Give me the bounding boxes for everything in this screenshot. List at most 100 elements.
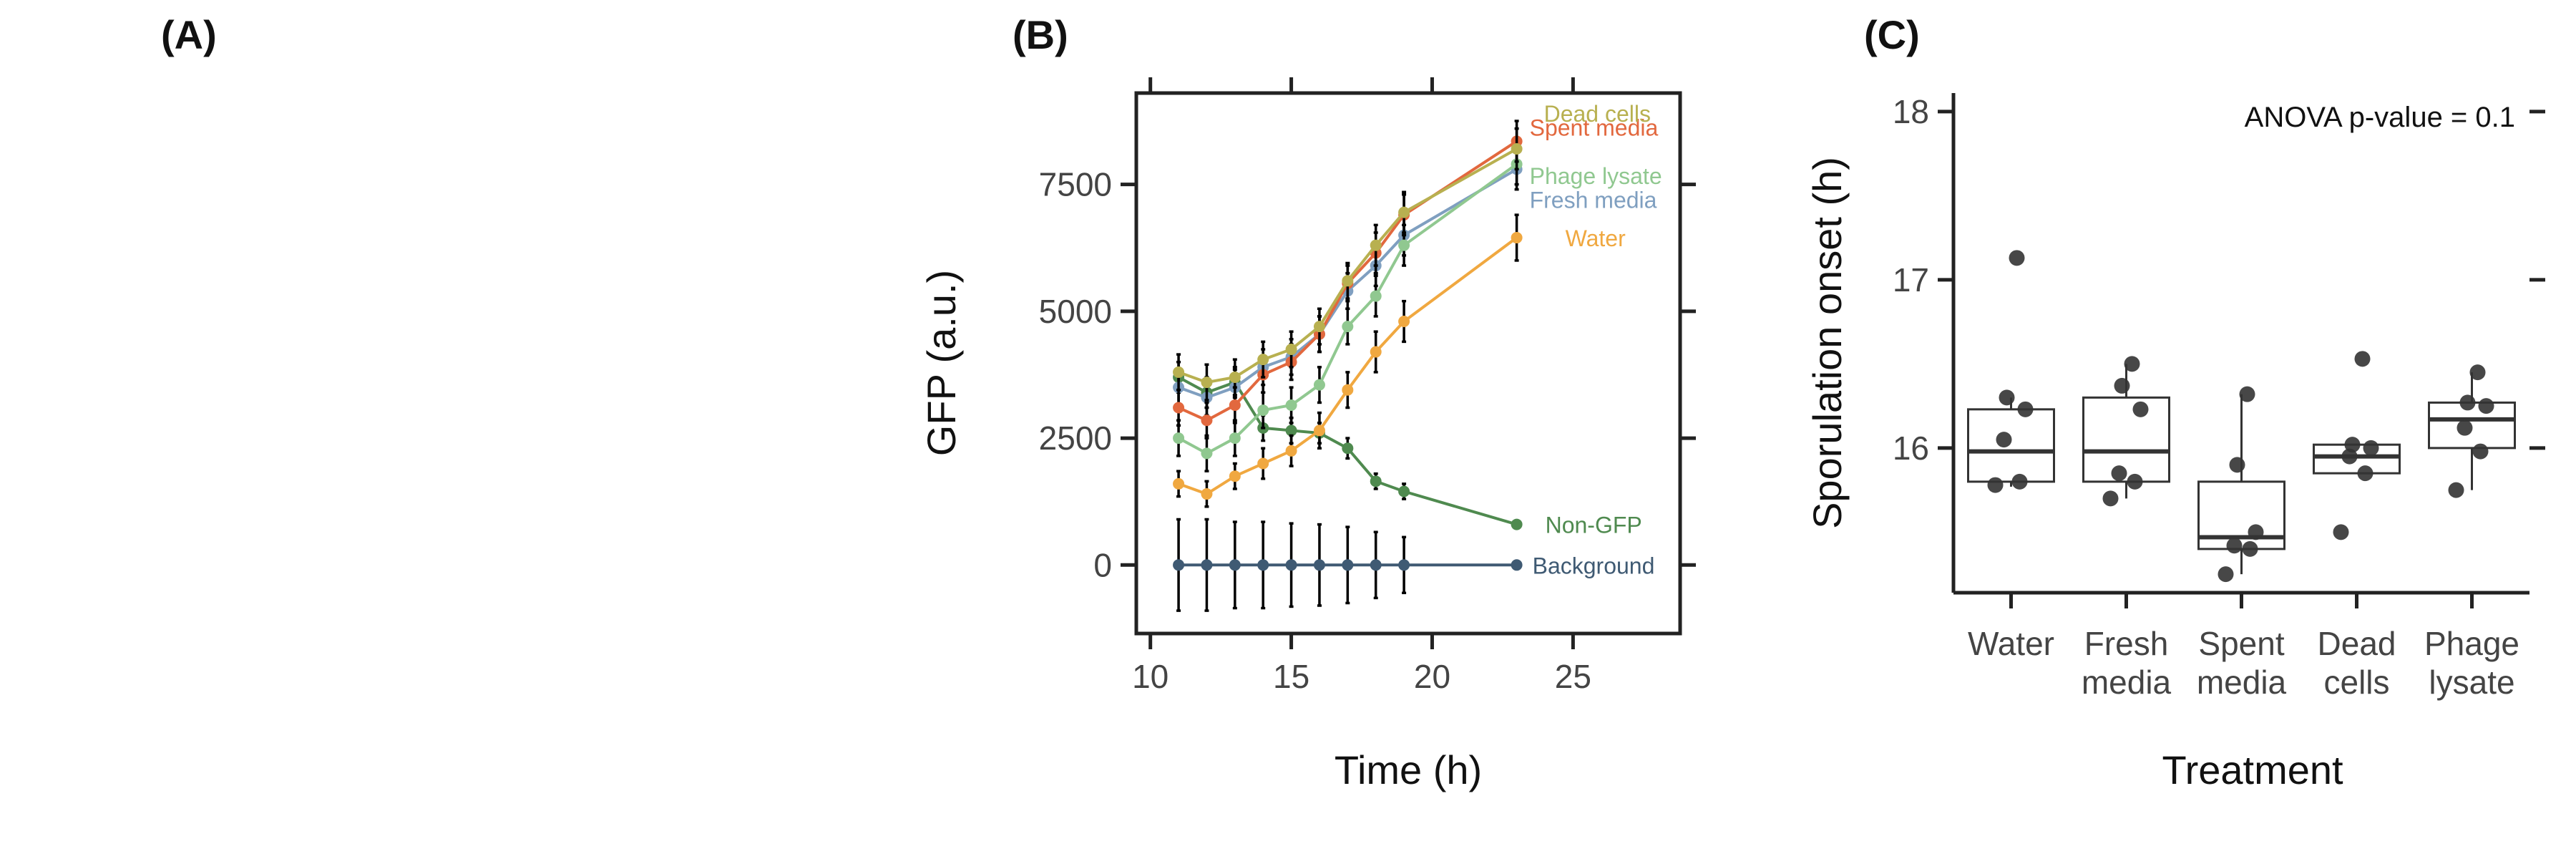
panel-c-annotation: ANOVA p-value = 0.1 — [2245, 102, 2515, 133]
box-fresh-media — [2082, 356, 2170, 507]
data-point-background — [1398, 559, 1410, 571]
jitter-point — [2111, 465, 2127, 482]
panel-c-axis-ticks — [1938, 110, 2545, 608]
series-phage-lysate — [1173, 142, 1523, 472]
jitter-point — [2448, 482, 2464, 498]
series-line-non-gfp — [1178, 376, 1518, 526]
jitter-point — [2226, 538, 2243, 554]
data-point-water — [1173, 477, 1185, 490]
jitter-point — [2127, 473, 2143, 490]
jitter-point — [2239, 386, 2255, 402]
data-point-phage-lysate — [1370, 290, 1382, 302]
jitter-point — [2469, 364, 2486, 381]
jitter-point — [2102, 490, 2119, 507]
box-dead-cells — [2313, 351, 2401, 540]
jitter-point — [1996, 432, 2012, 448]
series-dead-cells — [1173, 127, 1523, 402]
data-point-non-gfp — [1285, 424, 1297, 437]
box-body — [1967, 408, 2055, 483]
data-point-spent-media — [1229, 399, 1241, 411]
series-line-spent-media — [1178, 140, 1518, 422]
category-label-line1: Dead — [2318, 625, 2396, 662]
data-point-phage-lysate — [1342, 321, 1354, 333]
y-tick-label: 5000 — [1039, 293, 1112, 330]
jitter-point — [2478, 398, 2494, 414]
series-background — [1173, 518, 1523, 612]
y-tick-label: 18 — [1893, 93, 1929, 130]
data-point-dead-cells — [1370, 239, 1382, 251]
series-label-phage-lysate: Phage lysate — [1530, 163, 1662, 189]
data-point-water — [1398, 316, 1410, 328]
x-tick-label: 15 — [1273, 658, 1309, 695]
data-point-dead-cells — [1229, 371, 1241, 383]
data-point-water — [1201, 488, 1213, 500]
jitter-point — [2357, 465, 2373, 482]
jitter-point — [2114, 377, 2130, 394]
panel-b-series — [1173, 120, 1523, 612]
panel-b-tick-labels: 10 15 20 25 0 2500 5000 7500 — [1039, 166, 1591, 695]
category-label-line1: Phage — [2424, 625, 2519, 662]
data-point-dead-cells — [1511, 142, 1523, 155]
data-point-water — [1229, 470, 1241, 482]
box-spent-media — [2197, 386, 2285, 583]
data-point-phage-lysate — [1398, 239, 1410, 251]
y-tick-label: 16 — [1893, 430, 1929, 467]
jitter-point — [2011, 473, 2028, 490]
data-point-background — [1511, 559, 1523, 571]
data-point-background — [1285, 559, 1297, 571]
data-point-non-gfp — [1342, 442, 1354, 455]
y-tick-label: 7500 — [1039, 166, 1112, 203]
data-point-non-gfp — [1370, 475, 1382, 487]
data-point-dead-cells — [1313, 321, 1325, 333]
jitter-point — [2017, 401, 2034, 417]
jitter-point — [2248, 524, 2264, 540]
box-body — [2082, 396, 2170, 483]
panel-c-x-axis-label: Treatment — [2162, 747, 2343, 792]
panel-b-chart: 10 15 20 25 0 2500 5000 7500 Background Non-GFP W… — [919, 77, 1696, 792]
data-point-background — [1229, 559, 1241, 571]
data-point-water — [1511, 232, 1523, 244]
series-line-dead-cells — [1178, 147, 1518, 384]
data-point-phage-lysate — [1285, 399, 1297, 411]
jitter-point — [2132, 401, 2149, 417]
data-point-phage-lysate — [1229, 432, 1241, 445]
jitter-point — [2124, 356, 2140, 372]
series-label-dead-cells: Dead cells — [1544, 101, 1651, 127]
jitter-point — [2344, 437, 2361, 453]
jitter-point — [2459, 394, 2476, 411]
jitter-point — [2333, 524, 2349, 540]
data-point-dead-cells — [1285, 344, 1297, 356]
category-label-line1: Water — [1968, 625, 2054, 662]
data-point-water — [1342, 384, 1354, 396]
data-point-background — [1173, 559, 1185, 571]
x-tick-label: 25 — [1555, 658, 1591, 695]
data-point-dead-cells — [1257, 354, 1269, 366]
data-point-phage-lysate — [1201, 447, 1213, 460]
series-line-fresh-media — [1178, 168, 1518, 399]
data-point-background — [1313, 559, 1325, 571]
category-label-line1: Spent — [2198, 625, 2284, 662]
data-point-phage-lysate — [1313, 379, 1325, 391]
jitter-point — [2341, 448, 2358, 465]
x-tick-label: 10 — [1132, 658, 1169, 695]
jitter-point — [2229, 457, 2245, 473]
panel-b-x-axis-label: Time (h) — [1335, 747, 1482, 792]
jitter-point — [2009, 250, 2025, 266]
panel-b-y-axis-label: GFP (a.u.) — [919, 270, 964, 456]
series-label-non-gfp: Non-GFP — [1546, 513, 1642, 538]
series-label-background: Background — [1533, 553, 1655, 578]
panel-b-frame — [1134, 91, 1682, 636]
panel-c-y-axis-label: Sporulation onset (h) — [1805, 157, 1850, 529]
category-label-line2: cells — [2323, 664, 2389, 701]
x-tick-label: 20 — [1414, 658, 1450, 695]
y-tick-label: 17 — [1893, 261, 1929, 299]
category-label-line2: lysate — [2429, 664, 2514, 701]
y-tick-label: 2500 — [1039, 419, 1112, 457]
panel-c-boxes — [1967, 250, 2516, 583]
data-point-phage-lysate — [1257, 404, 1269, 417]
data-point-phage-lysate — [1173, 432, 1185, 445]
